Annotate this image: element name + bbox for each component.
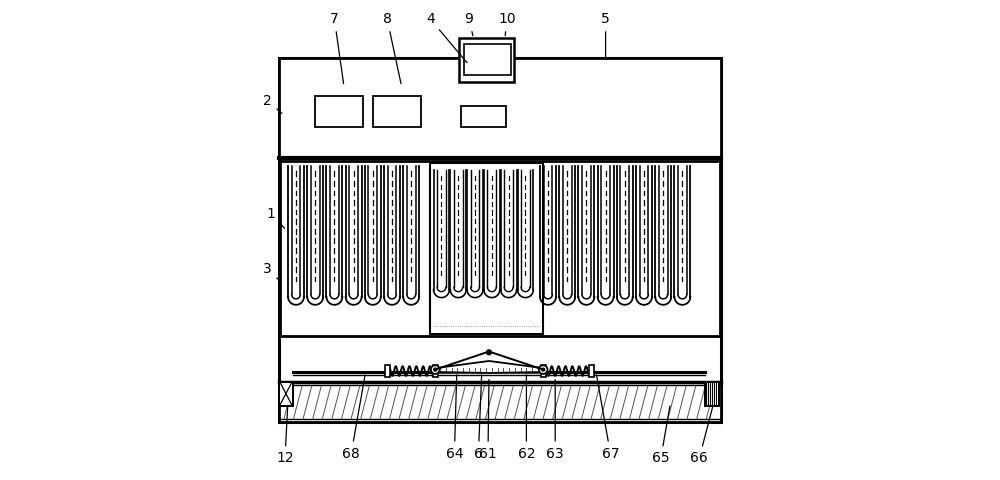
Text: 63: 63 (546, 380, 564, 461)
Bar (459, 38, 514, 82)
Text: 3: 3 (263, 262, 280, 281)
Text: 12: 12 (276, 406, 294, 466)
Text: 2: 2 (263, 94, 282, 113)
Circle shape (539, 365, 548, 374)
Bar (705, 382, 719, 406)
Text: 9: 9 (464, 12, 473, 36)
Bar (430, 163, 543, 334)
Circle shape (487, 350, 491, 355)
Text: 67: 67 (596, 375, 619, 461)
Bar (279, 382, 721, 422)
Text: 68: 68 (342, 375, 365, 461)
Circle shape (431, 365, 440, 374)
Text: 65: 65 (652, 406, 670, 466)
Text: 4: 4 (426, 12, 467, 63)
Text: 10: 10 (498, 12, 516, 36)
Text: 1: 1 (267, 206, 285, 228)
Bar (279, 382, 293, 406)
Text: 61: 61 (479, 380, 497, 461)
Bar (589, 365, 594, 377)
Bar (373, 96, 421, 127)
Text: 5: 5 (601, 12, 610, 57)
Text: 8: 8 (383, 12, 401, 84)
Bar (280, 161, 720, 336)
Bar (464, 44, 511, 75)
Bar (279, 58, 721, 422)
Bar (279, 382, 293, 406)
Text: 64: 64 (446, 375, 463, 461)
Text: 6: 6 (474, 375, 483, 461)
Text: 7: 7 (330, 12, 344, 84)
Bar (541, 365, 546, 377)
Bar (315, 96, 363, 127)
Circle shape (542, 368, 545, 371)
Circle shape (434, 368, 437, 371)
Text: 62: 62 (518, 375, 535, 461)
Polygon shape (435, 361, 543, 373)
Bar (705, 382, 719, 406)
Bar (461, 106, 506, 127)
Bar (433, 365, 438, 377)
Bar (385, 365, 390, 377)
Bar (279, 58, 721, 158)
Text: 66: 66 (690, 406, 713, 466)
